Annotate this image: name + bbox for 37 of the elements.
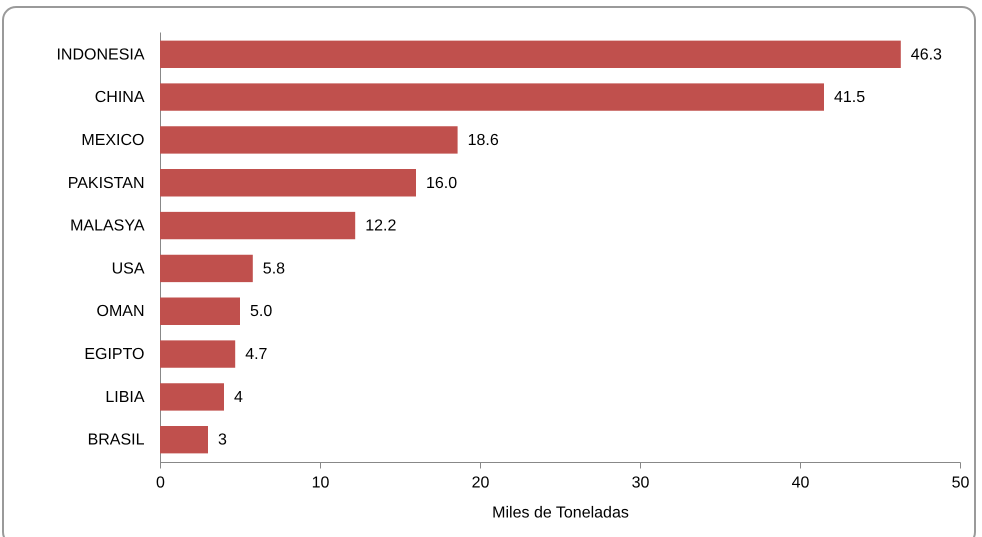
y-tick-label: EGIPTO xyxy=(84,346,144,364)
y-tick-label: MEXICO xyxy=(81,132,144,149)
bar xyxy=(160,254,253,282)
data-label: 12.2 xyxy=(365,218,396,235)
data-label: 18.6 xyxy=(468,132,499,149)
x-tick-label: 0 xyxy=(156,474,166,492)
y-tick-label: BRASIL xyxy=(88,432,145,449)
x-tick-label: 20 xyxy=(472,474,490,492)
data-label: 16.0 xyxy=(426,174,458,192)
data-label: 4.7 xyxy=(245,346,268,364)
data-label: 5.8 xyxy=(262,260,286,278)
data-label: 5.0 xyxy=(250,303,272,320)
y-tick-label: USA xyxy=(112,260,145,278)
bar xyxy=(160,298,240,325)
y-tick-label: LIBIA xyxy=(105,388,145,406)
x-tick-label: 50 xyxy=(952,474,970,492)
x-axis-title: Miles de Toneladas xyxy=(492,504,629,522)
bar xyxy=(160,126,458,154)
bar xyxy=(160,83,824,111)
data-label: 3 xyxy=(218,432,227,449)
bar xyxy=(160,383,224,411)
data-label: 4 xyxy=(234,388,243,406)
x-tick-label: 10 xyxy=(312,474,330,492)
data-label: 46.3 xyxy=(910,46,942,64)
y-tick-label: MALASYA xyxy=(70,218,145,235)
bar xyxy=(160,169,416,196)
x-tick-label: 40 xyxy=(792,474,810,492)
y-tick-label: OMAN xyxy=(96,303,144,320)
y-tick-label: CHINA xyxy=(94,89,145,106)
y-tick-label: PAKISTAN xyxy=(68,174,144,192)
bar xyxy=(160,212,356,240)
bar xyxy=(160,40,901,68)
data-label: 41.5 xyxy=(834,89,866,106)
y-tick-label: INDONESIA xyxy=(56,46,145,64)
x-tick-label: 30 xyxy=(632,474,650,492)
bar xyxy=(160,340,236,368)
bar xyxy=(160,426,208,454)
